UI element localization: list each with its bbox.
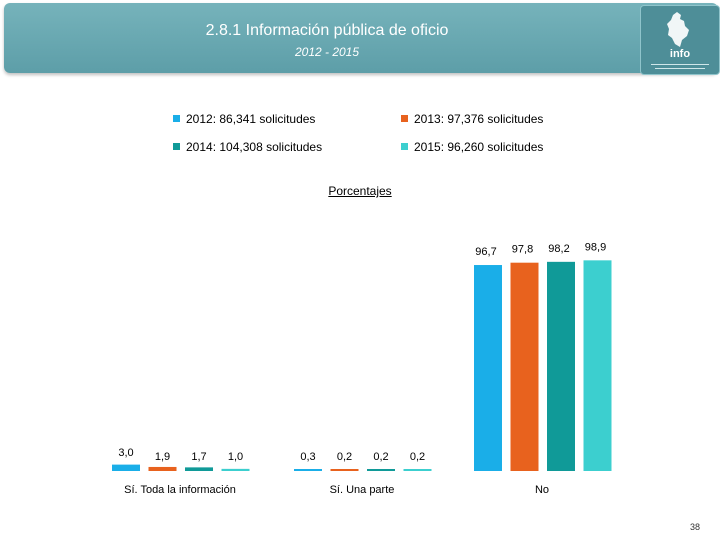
bar bbox=[403, 469, 432, 471]
legend-swatch bbox=[401, 143, 408, 150]
bar bbox=[330, 469, 359, 471]
map-icon bbox=[667, 12, 689, 47]
data-label: 0,2 bbox=[410, 451, 425, 463]
page-number: 38 bbox=[690, 522, 701, 532]
bar bbox=[294, 469, 322, 471]
legend-swatch bbox=[173, 115, 180, 122]
data-label: 97,8 bbox=[512, 244, 533, 256]
chart-title: Porcentajes bbox=[328, 184, 392, 198]
legend-swatch bbox=[173, 143, 180, 150]
page-subtitle: 2012 - 2015 bbox=[294, 45, 360, 59]
legend-label: 2014: 104,308 solicitudes bbox=[186, 140, 323, 154]
data-label: 3,0 bbox=[118, 447, 133, 459]
legend-item: 2014: 104,308 solicitudes bbox=[173, 140, 322, 154]
data-label: 0,2 bbox=[373, 451, 388, 463]
data-label: 98,2 bbox=[548, 243, 569, 255]
category-label: Sí. Toda la información bbox=[124, 484, 236, 496]
bar bbox=[148, 466, 177, 471]
data-label: 98,9 bbox=[585, 241, 606, 253]
page-title: 2.8.1 Información pública de oficio bbox=[205, 22, 449, 39]
logo-text: info bbox=[669, 48, 691, 60]
legend-label: 2013: 97,376 solicitudes bbox=[414, 112, 544, 126]
bar bbox=[185, 467, 213, 471]
info-logo: info bbox=[640, 5, 720, 75]
bar bbox=[510, 262, 539, 471]
legend-item: 2015: 96,260 solicitudes bbox=[401, 140, 543, 154]
bar bbox=[547, 261, 575, 471]
data-label: 0,3 bbox=[300, 451, 315, 463]
bar bbox=[367, 469, 395, 471]
category-label: No bbox=[535, 484, 549, 496]
chart-legend: 2012: 86,341 solicitudes 2013: 97,376 sol… bbox=[0, 0, 720, 160]
data-label: 1,9 bbox=[155, 451, 170, 463]
data-label: 96,7 bbox=[475, 246, 496, 258]
bar bbox=[112, 464, 140, 471]
header-banner: 2.8.1 Información pública de oficio 2012… bbox=[4, 3, 720, 75]
data-label: 0,2 bbox=[337, 451, 352, 463]
bar bbox=[221, 468, 250, 471]
bar bbox=[474, 265, 502, 471]
category-label: Sí. Una parte bbox=[330, 484, 395, 496]
data-label: 1,0 bbox=[228, 451, 243, 463]
legend-item: 2012: 86,341 solicitudes bbox=[173, 112, 315, 126]
legend-label: 2012: 86,341 solicitudes bbox=[186, 112, 316, 126]
legend-swatch bbox=[401, 115, 408, 122]
bar bbox=[583, 260, 612, 471]
data-label: 1,7 bbox=[191, 451, 206, 463]
legend-item: 2013: 97,376 solicitudes bbox=[401, 112, 543, 126]
legend-label: 2015: 96,260 solicitudes bbox=[414, 140, 544, 154]
